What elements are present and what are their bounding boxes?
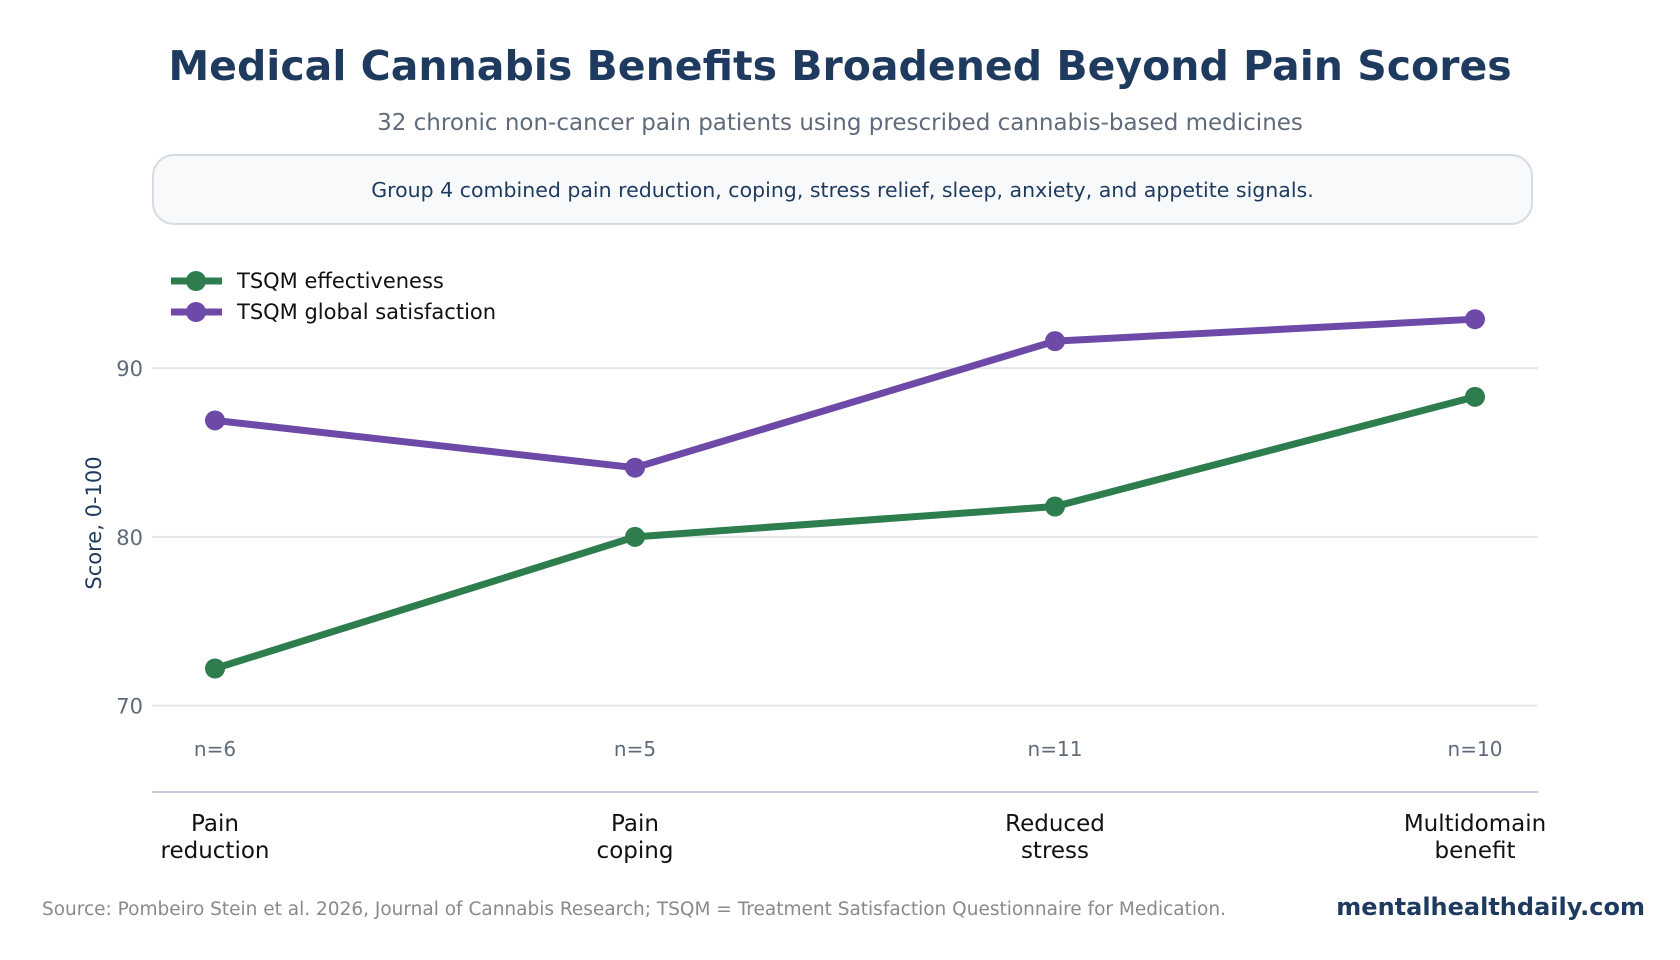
legend-item[interactable]: TSQM effectiveness <box>171 269 444 293</box>
series <box>205 309 1485 679</box>
legend[interactable]: TSQM effectiveness TSQM global satisfacti… <box>171 269 496 324</box>
x-tick-label: Reduced stress <box>1005 811 1105 864</box>
legend-swatch-marker <box>186 271 206 291</box>
data-point[interactable] <box>1465 386 1485 407</box>
x-tick-label-line: Pain <box>611 811 659 837</box>
y-axis-ticks: 70 80 90 <box>116 357 143 719</box>
series-line <box>211 315 1479 472</box>
data-point[interactable] <box>625 457 645 478</box>
sample-size-label: n=10 <box>1448 737 1503 761</box>
series-group <box>205 309 1485 478</box>
data-point[interactable] <box>1045 496 1065 517</box>
callout-text: Group 4 combined pain reduction, coping,… <box>371 177 1314 202</box>
data-point[interactable] <box>205 410 225 431</box>
y-tick-label: 80 <box>116 526 143 550</box>
data-point[interactable] <box>1045 331 1065 352</box>
legend-swatch-marker <box>186 302 206 322</box>
chart-subtitle: 32 chronic non-cancer pain patients usin… <box>377 110 1303 136</box>
x-tick-label-line: Pain <box>191 811 239 837</box>
series-group <box>205 386 1485 679</box>
x-tick-label: Multidomain benefit <box>1404 811 1546 864</box>
x-tick-label-line: reduction <box>161 838 270 864</box>
gridlines <box>152 367 1538 707</box>
callout-box: Group 4 combined pain reduction, coping,… <box>152 154 1533 225</box>
x-tick-label-line: Multidomain <box>1404 811 1546 837</box>
data-point[interactable] <box>1465 309 1485 330</box>
source-note: Source: Pombeiro Stein et al. 2026, Jour… <box>42 899 1226 920</box>
data-point[interactable] <box>205 658 225 679</box>
x-tick-label: Pain coping <box>597 811 674 864</box>
sample-size-labels: n=6 n=5 n=11 n=10 <box>194 737 1503 761</box>
legend-label: TSQM effectiveness <box>236 269 444 293</box>
x-tick-label: Pain reduction <box>161 811 270 864</box>
sample-size-label: n=6 <box>194 737 236 761</box>
x-tick-label-line: coping <box>597 838 674 864</box>
x-tick-label-line: stress <box>1021 838 1089 864</box>
legend-label: TSQM global satisfaction <box>236 300 496 324</box>
data-point[interactable] <box>625 526 645 547</box>
legend-item[interactable]: TSQM global satisfaction <box>171 300 496 324</box>
sample-size-label: n=11 <box>1028 737 1083 761</box>
series-line <box>211 393 1479 672</box>
chart-title: Medical Cannabis Benefits Broadened Beyo… <box>168 42 1512 90</box>
y-axis-label: Score, 0-100 <box>82 456 106 589</box>
sample-size-label: n=5 <box>614 737 656 761</box>
y-tick-label: 90 <box>116 357 143 381</box>
x-tick-label-line: benefit <box>1435 838 1516 864</box>
brand-logo-text[interactable]: mentalhealthdaily.com <box>1336 893 1645 921</box>
x-tick-label-line: Reduced <box>1005 811 1105 837</box>
y-tick-label: 70 <box>116 695 143 719</box>
